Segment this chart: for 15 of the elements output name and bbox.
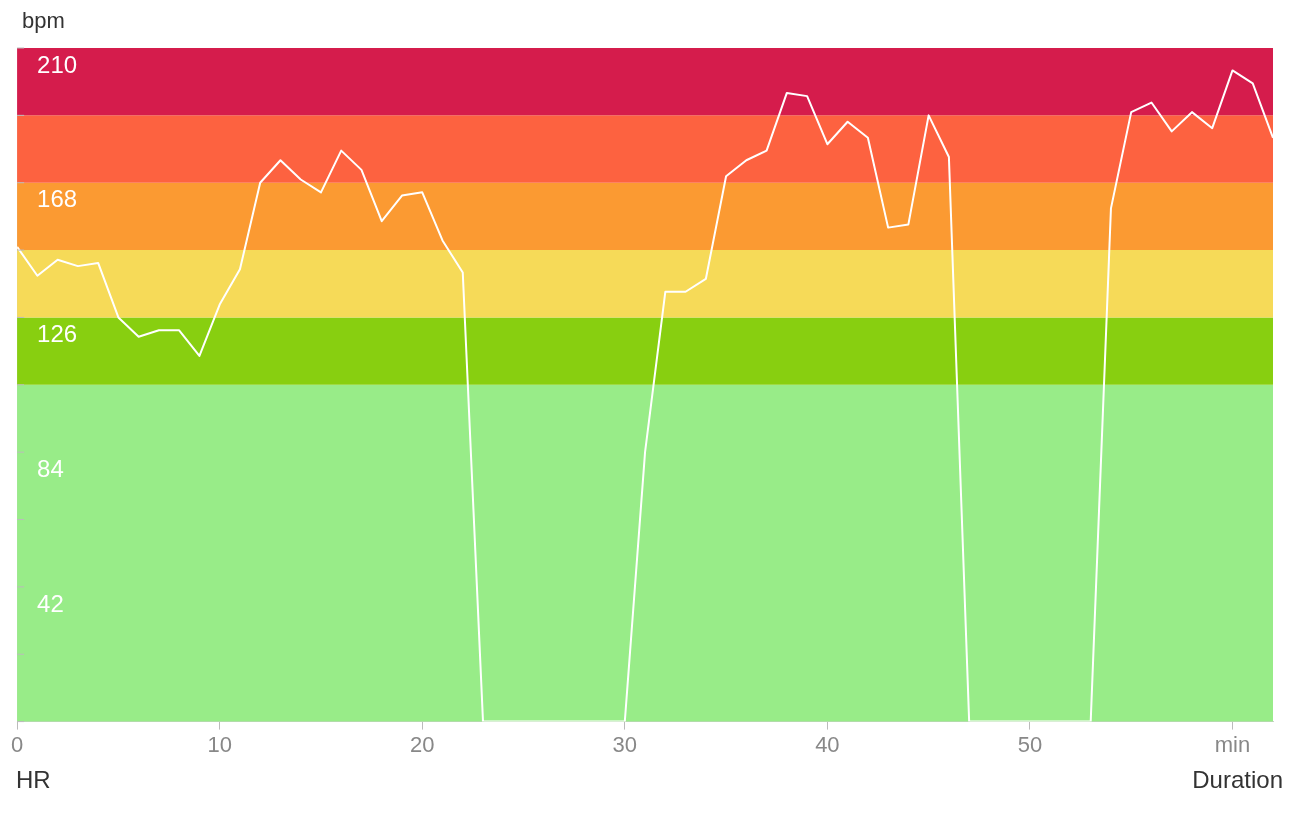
- y-tick-label: 42: [37, 589, 64, 617]
- y-tick-label: 126: [37, 320, 78, 348]
- y-tick-label: 168: [37, 185, 78, 213]
- y-tick-label: 210: [37, 50, 78, 78]
- x-tick-label: 10: [207, 731, 232, 757]
- x-tick-label: 50: [1017, 731, 1043, 757]
- x-tick-label: 0: [10, 731, 24, 757]
- x-tick-label: 40: [815, 731, 840, 757]
- x-axis-title: Duration: [1192, 766, 1283, 794]
- y-tick-label: 84: [37, 454, 64, 482]
- x-tick-label: 30: [612, 731, 638, 757]
- x-tick-label: min: [1214, 731, 1251, 757]
- text: HR: [16, 766, 51, 793]
- x-tick-label: 20: [410, 731, 435, 757]
- y-axis-title: bpm: [21, 8, 66, 35]
